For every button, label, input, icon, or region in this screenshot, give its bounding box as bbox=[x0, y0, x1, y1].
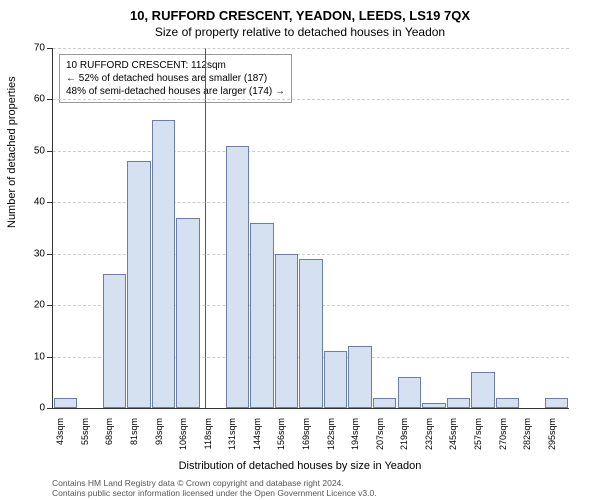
bar bbox=[422, 403, 445, 408]
annotation-box: 10 RUFFORD CRESCENT: 112sqm← 52% of deta… bbox=[59, 54, 292, 103]
y-tick bbox=[47, 408, 53, 409]
x-tick-label: 156sqm bbox=[276, 418, 286, 450]
bar bbox=[103, 274, 126, 408]
bar bbox=[324, 351, 347, 408]
bar bbox=[373, 398, 396, 408]
gridline bbox=[53, 99, 569, 100]
x-tick-label: 68sqm bbox=[104, 418, 114, 445]
bar bbox=[471, 372, 494, 408]
bar bbox=[299, 259, 322, 408]
footer-line-2: Contains public sector information licen… bbox=[52, 488, 377, 498]
chart-container: 10, RUFFORD CRESCENT, YEADON, LEEDS, LS1… bbox=[0, 0, 600, 500]
x-tick-label: 81sqm bbox=[129, 418, 139, 445]
x-tick-label: 257sqm bbox=[473, 418, 483, 450]
y-tick-label: 40 bbox=[23, 197, 45, 208]
y-tick-label: 50 bbox=[23, 145, 45, 156]
footer-attribution: Contains HM Land Registry data © Crown c… bbox=[52, 478, 377, 498]
bar bbox=[496, 398, 519, 408]
reference-line bbox=[205, 48, 206, 408]
y-tick bbox=[47, 202, 53, 203]
x-tick-label: 295sqm bbox=[547, 418, 557, 450]
y-tick bbox=[47, 305, 53, 306]
x-axis-label: Distribution of detached houses by size … bbox=[0, 460, 600, 472]
bar bbox=[226, 146, 249, 408]
y-axis-label: Number of detached properties bbox=[6, 76, 18, 228]
gridline bbox=[53, 48, 569, 49]
plot-area: 10 RUFFORD CRESCENT: 112sqm← 52% of deta… bbox=[52, 48, 569, 409]
annotation-line: 48% of semi-detached houses are larger (… bbox=[66, 85, 285, 98]
y-tick bbox=[47, 48, 53, 49]
y-tick bbox=[47, 151, 53, 152]
annotation-line: ← 52% of detached houses are smaller (18… bbox=[66, 72, 285, 85]
y-tick bbox=[47, 99, 53, 100]
y-tick-label: 10 bbox=[23, 351, 45, 362]
bar bbox=[127, 161, 150, 408]
y-tick bbox=[47, 254, 53, 255]
footer-line-1: Contains HM Land Registry data © Crown c… bbox=[52, 478, 377, 488]
x-tick-label: 169sqm bbox=[301, 418, 311, 450]
y-tick-label: 60 bbox=[23, 94, 45, 105]
annotation-line: 10 RUFFORD CRESCENT: 112sqm bbox=[66, 59, 285, 72]
chart-title-main: 10, RUFFORD CRESCENT, YEADON, LEEDS, LS1… bbox=[0, 0, 600, 23]
x-tick-label: 131sqm bbox=[227, 418, 237, 450]
x-tick-label: 219sqm bbox=[399, 418, 409, 450]
y-tick-label: 30 bbox=[23, 248, 45, 259]
x-tick-label: 282sqm bbox=[522, 418, 532, 450]
y-tick-label: 70 bbox=[23, 43, 45, 54]
x-tick-label: 55sqm bbox=[80, 418, 90, 445]
gridline bbox=[53, 151, 569, 152]
bar bbox=[275, 254, 298, 408]
chart-title-sub: Size of property relative to detached ho… bbox=[0, 23, 600, 45]
bar bbox=[250, 223, 273, 408]
x-tick-label: 207sqm bbox=[375, 418, 385, 450]
x-tick-label: 182sqm bbox=[326, 418, 336, 450]
bar bbox=[545, 398, 568, 408]
x-tick-label: 106sqm bbox=[178, 418, 188, 450]
bar bbox=[348, 346, 371, 408]
y-tick-label: 0 bbox=[23, 403, 45, 414]
y-tick bbox=[47, 357, 53, 358]
x-tick-label: 118sqm bbox=[203, 418, 213, 449]
bar bbox=[398, 377, 421, 408]
bar bbox=[54, 398, 77, 408]
y-tick-label: 20 bbox=[23, 300, 45, 311]
x-tick-label: 270sqm bbox=[498, 418, 508, 450]
bar bbox=[176, 218, 199, 408]
bar bbox=[152, 120, 175, 408]
x-tick-label: 43sqm bbox=[55, 418, 65, 445]
x-tick-label: 245sqm bbox=[448, 418, 458, 450]
x-tick-label: 194sqm bbox=[350, 418, 360, 450]
x-tick-label: 144sqm bbox=[252, 418, 262, 450]
bar bbox=[447, 398, 470, 408]
x-tick-label: 232sqm bbox=[424, 418, 434, 450]
x-tick-label: 93sqm bbox=[154, 418, 164, 445]
